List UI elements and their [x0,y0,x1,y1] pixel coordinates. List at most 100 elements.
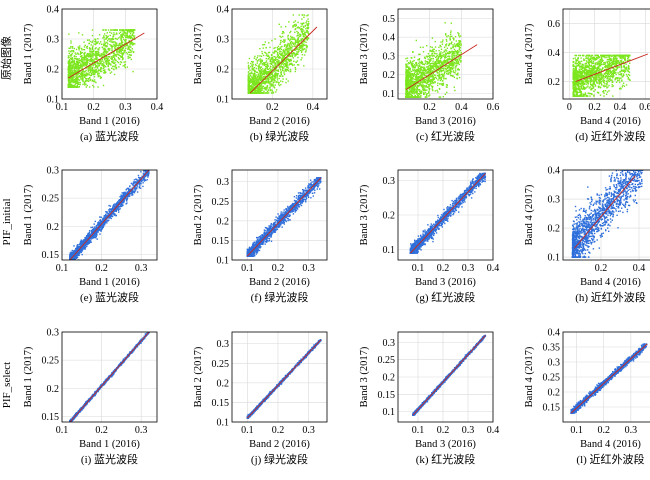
data-point [103,51,105,53]
data-point [445,69,447,71]
data-point [285,25,287,28]
data-point [106,36,108,38]
data-point [426,77,428,79]
data-point [602,63,604,66]
data-point [405,63,407,66]
data-point [412,83,414,85]
data-point [252,64,254,66]
data-point [69,84,71,86]
data-point [260,91,262,94]
data-point [460,43,462,45]
data-point [87,53,89,55]
data-point [425,79,428,81]
data-point [112,45,114,48]
data-point [88,74,91,76]
data-point [272,74,274,76]
data-point [252,68,254,71]
data-point [253,77,256,80]
data-point [601,73,603,75]
data-point [73,85,76,87]
data-point [448,44,450,46]
data-point [437,84,439,87]
data-point [416,63,418,65]
data-point [101,46,103,48]
data-point [440,58,442,60]
data-point [605,64,608,67]
data-point [256,89,258,92]
data-point [75,55,77,58]
data-point [259,48,261,50]
data-point [98,49,100,51]
data-point [105,61,108,63]
data-point [276,58,278,61]
data-point [418,58,420,60]
data-point [430,85,433,87]
data-point [409,72,411,75]
data-point [69,77,72,79]
data-point [111,67,113,69]
data-point [115,55,118,57]
data-point [75,61,78,63]
data-point [273,67,276,69]
data-point [258,75,260,78]
data-point [262,54,265,57]
data-point [439,54,442,57]
data-point [97,69,100,72]
data-point [414,85,416,88]
data-point [428,84,430,87]
data-point [252,76,255,78]
data-point [283,64,285,66]
data-point [429,49,432,52]
data-point [129,42,132,45]
data-point [445,34,447,36]
data-point [83,46,86,48]
data-point [428,64,430,67]
data-point [274,75,276,78]
data-point [414,78,416,81]
data-point [454,68,457,70]
data-point [268,71,270,73]
data-point [298,42,300,44]
data-point [89,69,91,71]
data-point [456,55,459,57]
data-point [262,72,265,74]
data-point [417,75,420,78]
data-point [306,23,308,25]
data-point [423,93,425,95]
data-point [78,79,81,81]
data-point [448,66,450,68]
data-point [283,72,285,74]
data-point [95,42,98,44]
data-point [71,46,74,48]
data-point [431,74,434,76]
data-point [447,73,449,75]
data-point [416,93,418,95]
data-point [133,35,136,37]
data-point [116,61,119,63]
data-point [597,92,600,94]
data-point [589,83,592,85]
x-tick-label: 0.6 [487,102,500,113]
data-point [93,43,95,45]
data-point [95,56,97,58]
data-point [129,29,131,31]
data-point [264,41,266,43]
data-point [132,35,135,37]
data-point [264,68,267,70]
data-point [450,64,453,66]
data-point [103,39,105,41]
data-point [412,51,414,53]
data-point [90,44,92,46]
data-point [579,61,581,63]
data-point [607,76,609,79]
x-tick-label: 0.6 [639,102,650,113]
data-point [261,76,263,79]
data-point [71,52,73,55]
data-point [258,64,260,66]
data-point [425,93,428,95]
data-point [300,29,302,31]
data-point [100,70,103,73]
data-point [415,88,417,90]
data-point [67,66,70,68]
data-point [114,55,116,57]
